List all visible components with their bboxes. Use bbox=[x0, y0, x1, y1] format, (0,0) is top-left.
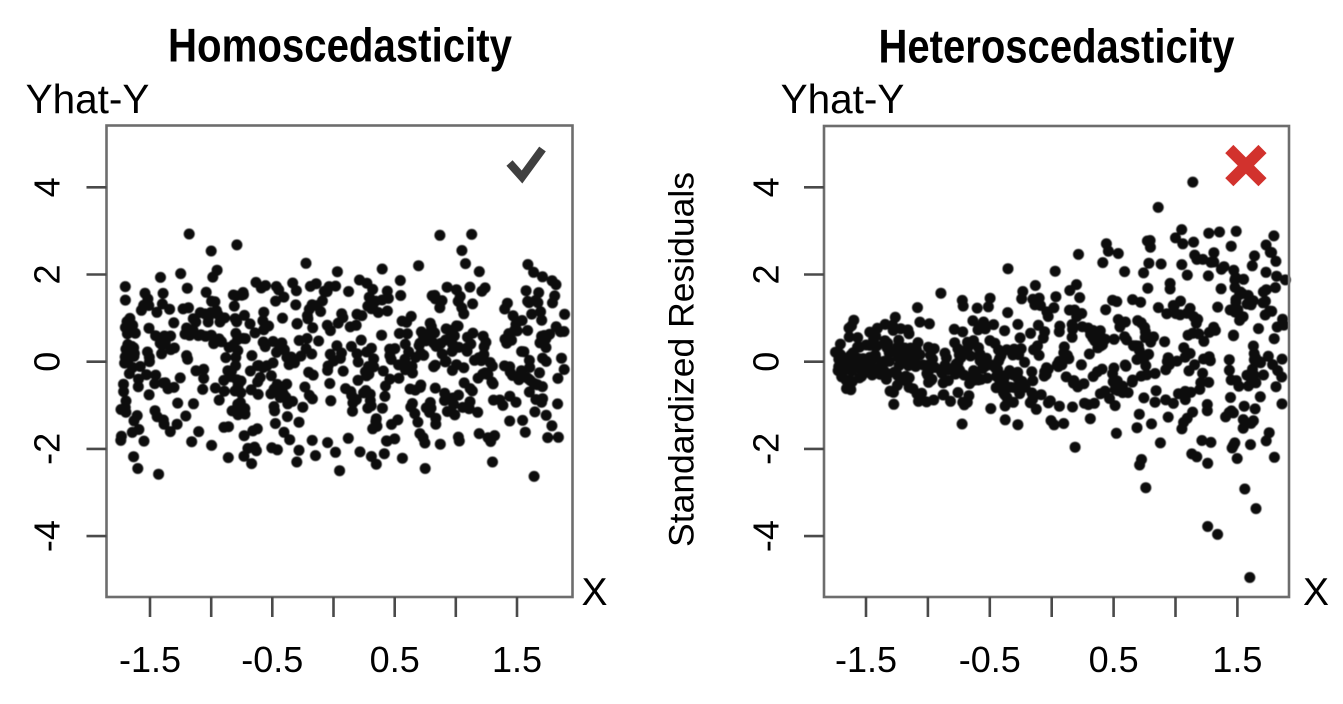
svg-text:-0.5: -0.5 bbox=[959, 639, 1021, 680]
svg-text:-4: -4 bbox=[27, 520, 68, 552]
svg-text:X: X bbox=[581, 571, 607, 614]
svg-text:-0.5: -0.5 bbox=[241, 639, 303, 680]
svg-text:0.5: 0.5 bbox=[370, 639, 420, 680]
svg-text:-4: -4 bbox=[745, 520, 786, 552]
svg-text:Yhat-Y: Yhat-Y bbox=[26, 76, 150, 122]
svg-text:Heteroscedasticity: Heteroscedasticity bbox=[879, 20, 1235, 73]
svg-text:0.5: 0.5 bbox=[1089, 639, 1139, 680]
svg-text:Homoscedasticity: Homoscedasticity bbox=[168, 19, 512, 72]
svg-text:-1.5: -1.5 bbox=[119, 639, 181, 680]
svg-text:2: 2 bbox=[745, 264, 786, 284]
svg-text:0: 0 bbox=[27, 352, 68, 372]
svg-text:1.5: 1.5 bbox=[1212, 639, 1262, 680]
svg-text:-2: -2 bbox=[27, 433, 68, 465]
svg-text:1.5: 1.5 bbox=[492, 639, 542, 680]
svg-text:Standardized Residuals: Standardized Residuals bbox=[662, 172, 702, 547]
svg-text:0: 0 bbox=[745, 352, 786, 372]
svg-text:4: 4 bbox=[745, 177, 786, 197]
svg-text:2: 2 bbox=[27, 264, 68, 284]
svg-text:-1.5: -1.5 bbox=[835, 639, 897, 680]
svg-text:Yhat-Y: Yhat-Y bbox=[781, 76, 905, 122]
svg-text:4: 4 bbox=[27, 177, 68, 197]
svg-text:X: X bbox=[1303, 571, 1329, 614]
svg-text:-2: -2 bbox=[745, 433, 786, 465]
